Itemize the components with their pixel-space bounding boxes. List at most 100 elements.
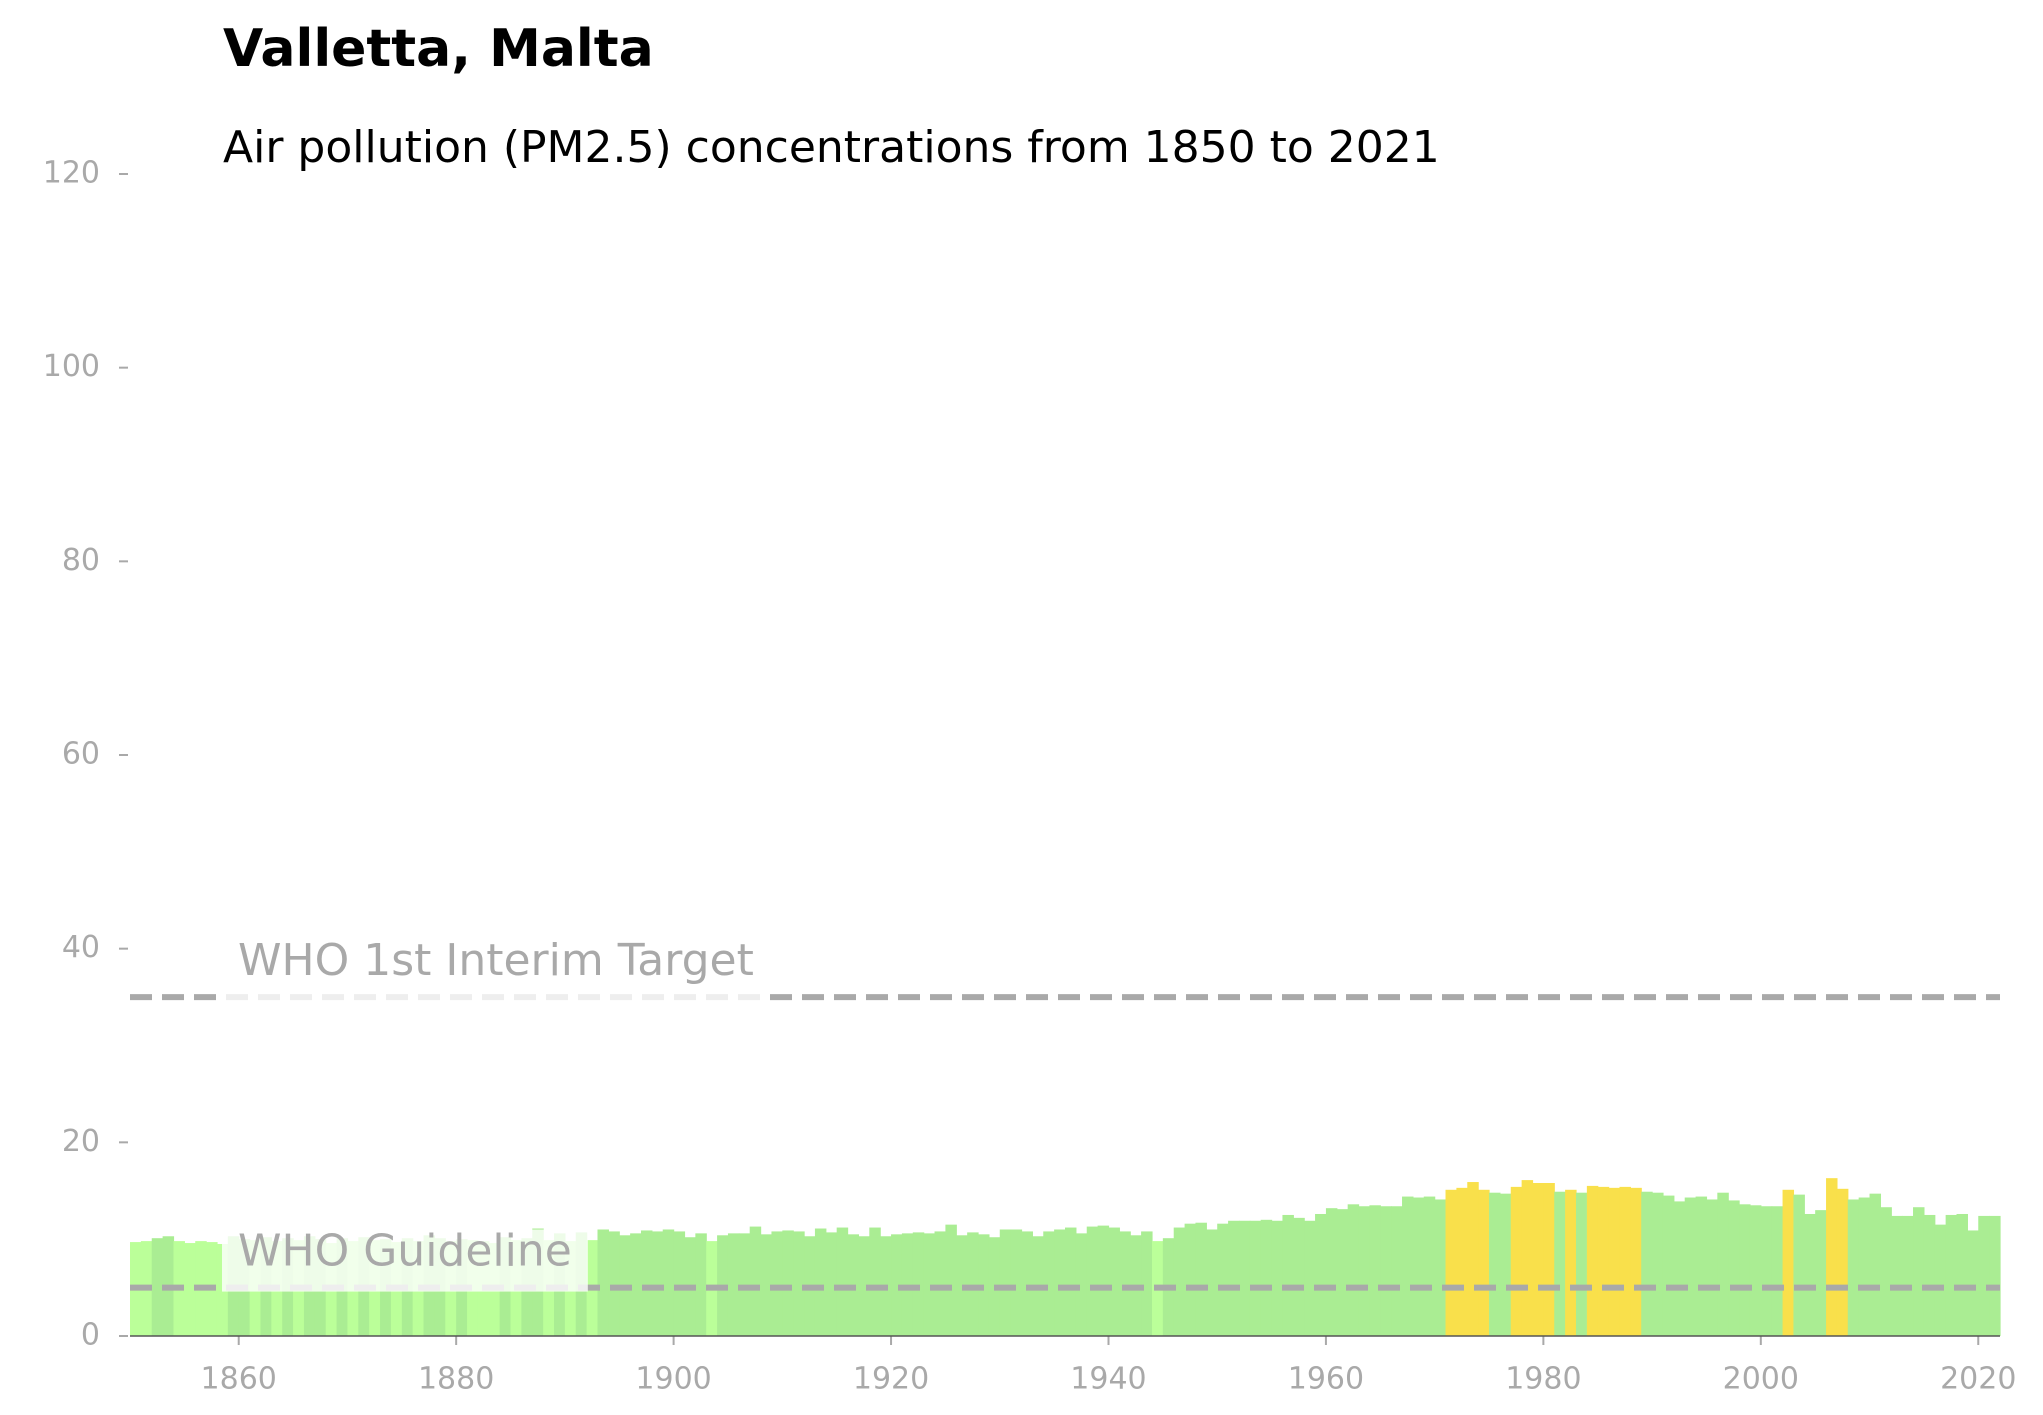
bar: [1336, 1209, 1349, 1336]
bar: [727, 1233, 740, 1336]
bar: [1978, 1215, 1990, 1336]
bar: [1641, 1191, 1653, 1336]
bar: [1945, 1214, 1958, 1336]
bar: [912, 1232, 925, 1336]
bar: [1347, 1204, 1360, 1336]
bar: [967, 1232, 979, 1336]
bar: [1565, 1189, 1577, 1336]
x-tick-label: 1900: [635, 1362, 711, 1397]
bar: [1325, 1208, 1338, 1336]
bar: [1228, 1220, 1240, 1336]
bar: [836, 1227, 849, 1336]
bar: [858, 1236, 870, 1336]
bar: [1108, 1227, 1120, 1336]
bar: [1380, 1206, 1392, 1336]
bar: [1858, 1197, 1871, 1336]
bar: [1597, 1186, 1610, 1336]
bar: [1880, 1207, 1892, 1336]
reference-label-box: [222, 1229, 588, 1292]
bar: [1423, 1196, 1436, 1336]
bar: [771, 1231, 783, 1336]
bar: [662, 1229, 675, 1336]
bar: [923, 1233, 936, 1336]
bar: [1521, 1180, 1534, 1336]
bar: [782, 1230, 794, 1336]
bar: [1412, 1197, 1425, 1336]
bar: [1847, 1199, 1860, 1336]
bar: [1402, 1196, 1414, 1336]
bar: [1684, 1197, 1697, 1336]
y-tick-label: 120: [43, 156, 100, 191]
bar: [1304, 1220, 1316, 1336]
bar: [1608, 1187, 1621, 1336]
bar: [869, 1227, 881, 1336]
bar: [1575, 1192, 1588, 1336]
bar: [1010, 1229, 1023, 1336]
x-tick-label: 2020: [1940, 1362, 2016, 1397]
bar: [1662, 1195, 1675, 1336]
bar: [825, 1232, 838, 1336]
bar: [1075, 1233, 1088, 1336]
bar: [1695, 1196, 1708, 1336]
y-tick-label: 40: [62, 930, 100, 965]
bar: [1532, 1183, 1544, 1336]
bar: [1923, 1214, 1936, 1336]
bar: [1510, 1186, 1523, 1336]
bar: [1054, 1229, 1066, 1336]
chart-title: Valletta, Malta: [223, 19, 654, 79]
bar: [934, 1231, 947, 1336]
bar: [1782, 1189, 1795, 1336]
y-tick-label: 0: [81, 1318, 100, 1353]
bar: [891, 1234, 903, 1336]
bar: [1119, 1231, 1131, 1336]
bar: [1043, 1231, 1055, 1336]
bar: [1369, 1205, 1381, 1336]
bar: [1760, 1206, 1773, 1336]
bar: [1706, 1199, 1718, 1336]
bar: [1195, 1222, 1207, 1336]
bar: [1630, 1187, 1642, 1336]
bar: [184, 1243, 196, 1336]
bar: [1238, 1220, 1251, 1336]
reference-label: WHO Guideline: [238, 1226, 572, 1277]
bar: [1717, 1192, 1729, 1336]
x-tick-label: 1920: [853, 1362, 929, 1397]
bar: [1293, 1217, 1305, 1336]
bar: [749, 1226, 762, 1336]
chart-subtitle: Air pollution (PM2.5) concentrations fro…: [223, 122, 1440, 173]
bar: [1315, 1213, 1327, 1336]
bar: [640, 1230, 653, 1336]
bar: [999, 1229, 1012, 1336]
bar: [1358, 1206, 1371, 1336]
bar: [1206, 1229, 1218, 1336]
x-tick-label: 1980: [1505, 1362, 1581, 1397]
bar: [630, 1233, 642, 1336]
bar: [1086, 1226, 1099, 1336]
bar: [1967, 1230, 1979, 1336]
bar: [695, 1233, 707, 1336]
bar: [1826, 1178, 1838, 1336]
bar: [651, 1231, 664, 1336]
bar: [1728, 1200, 1740, 1336]
bar: [1902, 1215, 1914, 1336]
bar: [1815, 1210, 1827, 1336]
bar: [1391, 1206, 1403, 1336]
bar: [1173, 1227, 1186, 1336]
bar: [151, 1238, 164, 1336]
bar: [1184, 1223, 1197, 1336]
bar: [814, 1228, 827, 1336]
bar: [1913, 1207, 1925, 1336]
bar: [1065, 1227, 1077, 1336]
bar: [1749, 1205, 1762, 1336]
bar: [1836, 1188, 1849, 1336]
bar: [1141, 1231, 1153, 1336]
bar: [1467, 1182, 1479, 1336]
reference-label: WHO 1st Interim Target: [238, 935, 754, 986]
bar: [1543, 1183, 1555, 1336]
bar: [1804, 1213, 1816, 1336]
bar: [1434, 1199, 1447, 1336]
reference-label-box: [222, 939, 770, 1002]
x-tick-label: 1940: [1070, 1362, 1146, 1397]
bar: [1956, 1213, 1968, 1336]
